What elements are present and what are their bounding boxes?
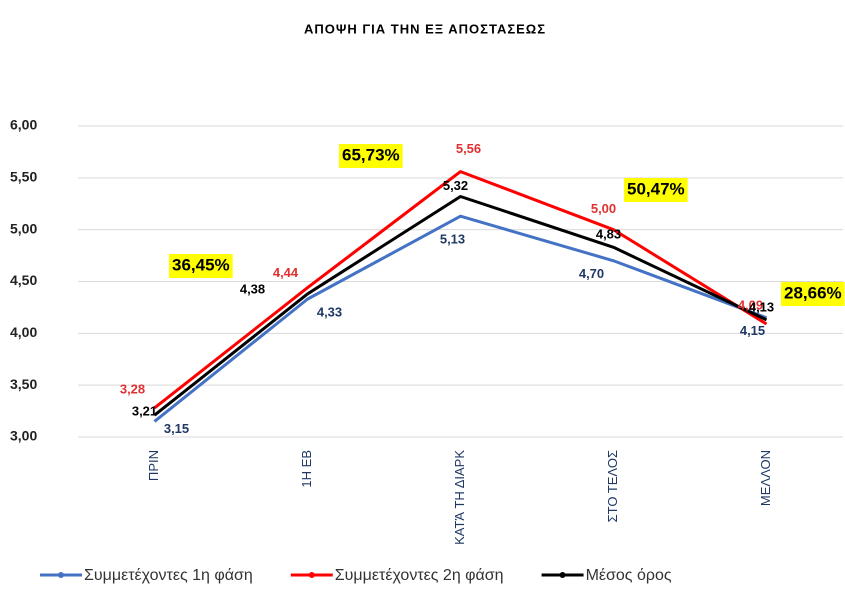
x-tick-label: ΣΤΟ ΤΕΛΟΣ bbox=[605, 450, 620, 522]
data-label: 3,15 bbox=[164, 421, 189, 436]
legend-label: Μέσος όρος bbox=[586, 567, 672, 584]
y-tick-label: 5,50 bbox=[10, 169, 37, 185]
annotation-text: 28,66% bbox=[784, 283, 842, 302]
data-label: 3,21 bbox=[132, 404, 157, 419]
y-tick-label: 6,00 bbox=[10, 117, 37, 133]
annotation: 50,47% bbox=[624, 178, 688, 202]
y-tick-label: 3,50 bbox=[10, 376, 37, 392]
annotation-box bbox=[169, 254, 233, 278]
legend-marker bbox=[58, 572, 64, 578]
chart-title: ΑΠΟΨΗ ΓΙΑ ΤΗΝ ΕΞ ΑΠΟΣΤΑΣΕΩΣ bbox=[304, 21, 546, 36]
x-tick-label: ΠΡΙΝ bbox=[146, 450, 161, 481]
data-label: 5,56 bbox=[456, 141, 481, 156]
annotation-text: 36,45% bbox=[172, 255, 230, 274]
y-tick-label: 5,00 bbox=[10, 220, 37, 236]
data-label: 4,15 bbox=[740, 323, 765, 338]
series-line bbox=[153, 170, 768, 410]
annotation: 36,45% bbox=[169, 254, 233, 278]
data-label: 4,38 bbox=[240, 281, 265, 296]
data-label: 5,13 bbox=[440, 232, 465, 247]
annotation-text: 50,47% bbox=[627, 179, 685, 198]
legend-label: Συμμετέχοντες 2η φάση bbox=[335, 567, 504, 584]
data-label: 4,13 bbox=[749, 299, 774, 314]
annotation: 28,66% bbox=[781, 282, 845, 306]
annotation-text: 65,73% bbox=[342, 145, 400, 164]
data-label: 5,32 bbox=[443, 178, 468, 193]
annotation-box bbox=[339, 144, 403, 168]
y-tick-label: 4,00 bbox=[10, 324, 37, 340]
series-line bbox=[153, 194, 768, 417]
data-label: 4,33 bbox=[317, 305, 342, 320]
annotation-box bbox=[624, 178, 688, 202]
data-label: 4,70 bbox=[579, 266, 604, 281]
annotation: 65,73% bbox=[339, 144, 403, 168]
data-label: 4,44 bbox=[273, 265, 299, 280]
y-tick-label: 3,00 bbox=[10, 428, 37, 444]
legend-marker bbox=[308, 572, 315, 578]
data-label: 4,09 bbox=[738, 297, 763, 312]
data-label: 4,83 bbox=[596, 227, 621, 242]
x-tick-label: 1Η ΕΒ bbox=[299, 450, 314, 488]
annotation-box bbox=[781, 282, 845, 306]
x-tick-label: ΜΕΛΛΟΝ bbox=[758, 450, 773, 506]
series-line bbox=[153, 214, 768, 423]
data-label: 5,00 bbox=[591, 201, 616, 216]
y-tick-label: 4,50 bbox=[10, 272, 37, 288]
legend-label: Συμμετέχοντες 1η φάση bbox=[84, 567, 253, 584]
x-tick-label: ΚΑΤΆ ΤΗ ΔΙΑΡΚ bbox=[452, 450, 467, 545]
legend-marker bbox=[559, 572, 566, 578]
data-label: 3,28 bbox=[120, 381, 145, 396]
